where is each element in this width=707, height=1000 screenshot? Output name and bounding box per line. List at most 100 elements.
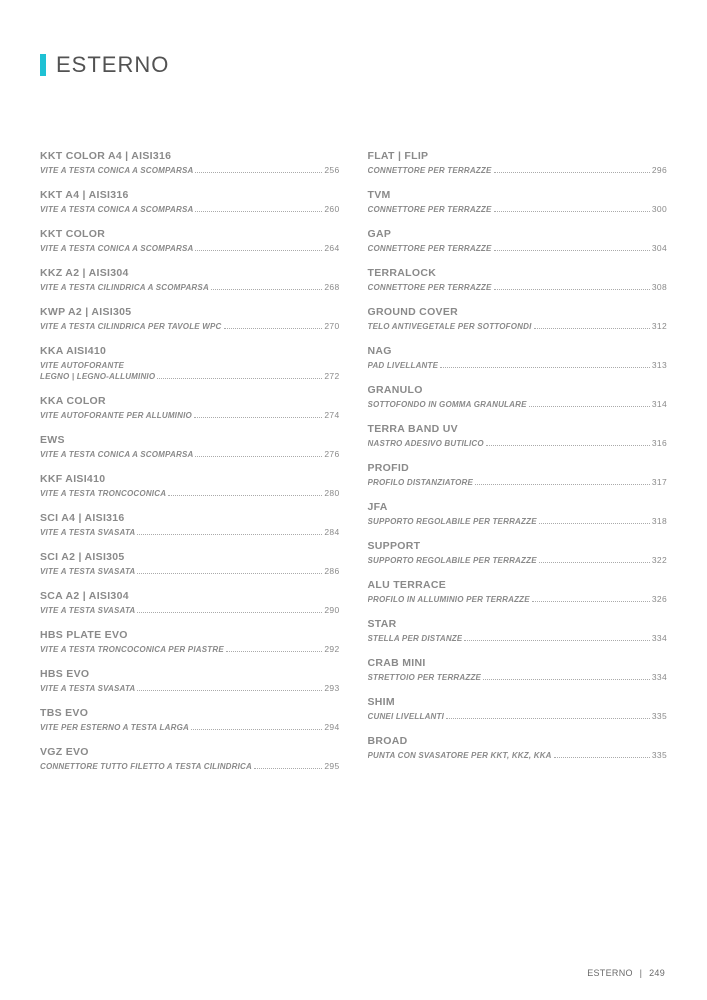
toc-entry-desc: VITE A TESTA SVASATA [40,684,135,693]
toc-entry-title: PROFID [368,462,668,474]
toc-entry: KKT COLORVITE A TESTA CONICA A SCOMPARSA… [40,228,340,253]
footer-separator: | [640,968,643,978]
toc-entry: SCA A2 | AISI304 VITE A TESTA SVASATA290 [40,590,340,615]
toc-leader [224,322,323,329]
toc-entry-title: FLAT | FLIP [368,150,668,162]
toc-entry-title: ALU TERRACE [368,579,668,591]
toc-entry-desc: STRETTOIO PER TERRAZZE [368,673,482,682]
toc-entry-desc: VITE A TESTA SVASATA [40,606,135,615]
toc-entry-row: VITE A TESTA SVASATA290 [40,605,340,615]
toc-entry-desc: SOTTOFONDO IN GOMMA GRANULARE [368,400,527,409]
toc-entry-title: HBS EVO [40,668,340,680]
toc-entry-desc: CONNETTORE PER TERRAZZE [368,205,492,214]
toc-entry-page: 268 [324,282,339,292]
toc-entry-desc: NASTRO ADESIVO BUTILICO [368,439,484,448]
toc-entry-title: SCA A2 | AISI304 [40,590,340,602]
toc-entry-desc: PAD LIVELLANTE [368,361,439,370]
toc-entry-row: STELLA PER DISTANZE334 [368,633,668,643]
toc-entry: NAGPAD LIVELLANTE313 [368,345,668,370]
toc-entry-page: 294 [324,722,339,732]
toc-entry-desc: PROFILO DISTANZIATORE [368,478,474,487]
toc-entry-row: VITE A TESTA TRONCOCONICA280 [40,488,340,498]
toc-leader [137,606,322,613]
toc-entry: KKA AISI410VITE AUTOFORANTELEGNO | LEGNO… [40,345,340,381]
toc-entry: TERRA BAND UV NASTRO ADESIVO BUTILICO 316 [368,423,668,448]
toc-leader [534,322,650,329]
toc-entry: TBS EVOVITE PER ESTERNO A TESTA LARGA294 [40,707,340,732]
toc-entry: ALU TERRACE PROFILO IN ALLUMINIO PER TERR… [368,579,668,604]
toc-entry: HBS PLATE EVOVITE A TESTA TRONCOCONICA P… [40,629,340,654]
toc-leader [195,205,322,212]
toc-entry-page: 295 [324,761,339,771]
toc-leader [195,166,322,173]
toc-entry: GAP CONNETTORE PER TERRAZZE304 [368,228,668,253]
toc-entry-row: CONNETTORE PER TERRAZZE308 [368,282,668,292]
toc-entry-row: VITE AUTOFORANTE PER ALLUMINIO274 [40,410,340,420]
toc-entry: HBS EVO VITE A TESTA SVASATA293 [40,668,340,693]
toc-entry-page: 286 [324,566,339,576]
toc-leader [494,283,650,290]
toc-entry-desc: TELO ANTIVEGETALE PER SOTTOFONDI [368,322,532,331]
toc-entry: STARSTELLA PER DISTANZE334 [368,618,668,643]
toc-leader [137,567,322,574]
toc-entry-page: 335 [652,711,667,721]
toc-entry-title: GRANULO [368,384,668,396]
toc-entry-desc: VITE A TESTA CONICA A SCOMPARSA [40,166,193,175]
toc-entry-row: VITE A TESTA CILINDRICA A SCOMPARSA 268 [40,282,340,292]
toc-entry-page: 335 [652,750,667,760]
toc-entry-row: VITE A TESTA CILINDRICA PER TAVOLE WPC27… [40,321,340,331]
toc-leader [532,595,650,602]
toc-entry-desc: VITE A TESTA SVASATA [40,528,135,537]
toc-entry-row: VITE A TESTA CONICA A SCOMPARSA260 [40,204,340,214]
toc-entry: CRAB MINISTRETTOIO PER TERRAZZE334 [368,657,668,682]
toc-entry: KKT COLOR A4 | AISI316VITE A TESTA CONIC… [40,150,340,175]
toc-entry-page: 316 [652,438,667,448]
toc-entry-row: VITE A TESTA CONICA A SCOMPARSA256 [40,165,340,175]
toc-entry-title: KKA AISI410 [40,345,340,357]
toc-leader [194,411,322,418]
toc-entry-desc: VITE A TESTA CONICA A SCOMPARSA [40,244,193,253]
toc-entry-desc: PROFILO IN ALLUMINIO PER TERRAZZE [368,595,530,604]
toc-entry-page: 276 [324,449,339,459]
toc-entry-desc: CONNETTORE PER TERRAZZE [368,283,492,292]
toc-leader [486,439,650,446]
toc-entry-title: EWS [40,434,340,446]
toc-leader [494,205,650,212]
toc-entry-page: 260 [324,204,339,214]
toc-entry-title: TERRA BAND UV [368,423,668,435]
toc-entry-page: 264 [324,243,339,253]
toc-entry-desc: VITE PER ESTERNO A TESTA LARGA [40,723,189,732]
toc-leader [539,556,650,563]
toc-entry: KKA COLORVITE AUTOFORANTE PER ALLUMINIO2… [40,395,340,420]
toc-entry-title: GAP [368,228,668,240]
toc-entry-row: VITE A TESTA TRONCOCONICA PER PIASTRE292 [40,644,340,654]
toc-entry-title: SCI A2 | AISI305 [40,551,340,563]
toc-entry-desc: VITE A TESTA TRONCOCONICA PER PIASTRE [40,645,224,654]
toc-entry: SUPPORTSUPPORTO REGOLABILE PER TERRAZZE3… [368,540,668,565]
toc-entry: EWSVITE A TESTA CONICA A SCOMPARSA276 [40,434,340,459]
toc-entry: KKT A4 | AISI316 VITE A TESTA CONICA A SC… [40,189,340,214]
toc-entry-desc: VITE AUTOFORANTE [40,360,340,371]
toc-entry: SHIMCUNEI LIVELLANTI335 [368,696,668,721]
toc-entry-row: VITE A TESTA SVASATA284 [40,527,340,537]
toc-entry-desc: CUNEI LIVELLANTI [368,712,445,721]
toc-entry-desc: SUPPORTO REGOLABILE PER TERRAZZE [368,517,537,526]
toc-entry: TERRALOCKCONNETTORE PER TERRAZZE308 [368,267,668,292]
toc-entry-row: CONNETTORE PER TERRAZZE304 [368,243,668,253]
toc-entry-row: VITE A TESTA SVASATA293 [40,683,340,693]
page-footer: ESTERNO | 249 [587,968,665,978]
toc-entry-page: 300 [652,204,667,214]
toc-leader [168,489,322,496]
toc-entry-title: SUPPORT [368,540,668,552]
toc-entry-title: KKT A4 | AISI316 [40,189,340,201]
toc-entry-row: PUNTA CON SVASATORE PER KKT, KKZ, KKA335 [368,750,668,760]
toc-entry-title: BROAD [368,735,668,747]
toc-entry-page: 274 [324,410,339,420]
toc-entry-desc: VITE A TESTA CILINDRICA A SCOMPARSA [40,283,209,292]
toc-entry: SCI A4 | AISI316VITE A TESTA SVASATA284 [40,512,340,537]
toc-entry: GROUND COVERTELO ANTIVEGETALE PER SOTTOF… [368,306,668,331]
toc-entry-page: 334 [652,672,667,682]
toc-entry-title: TVM [368,189,668,201]
toc-entry-row: STRETTOIO PER TERRAZZE 334 [368,672,668,682]
toc-entry: JFASUPPORTO REGOLABILE PER TERRAZZE318 [368,501,668,526]
